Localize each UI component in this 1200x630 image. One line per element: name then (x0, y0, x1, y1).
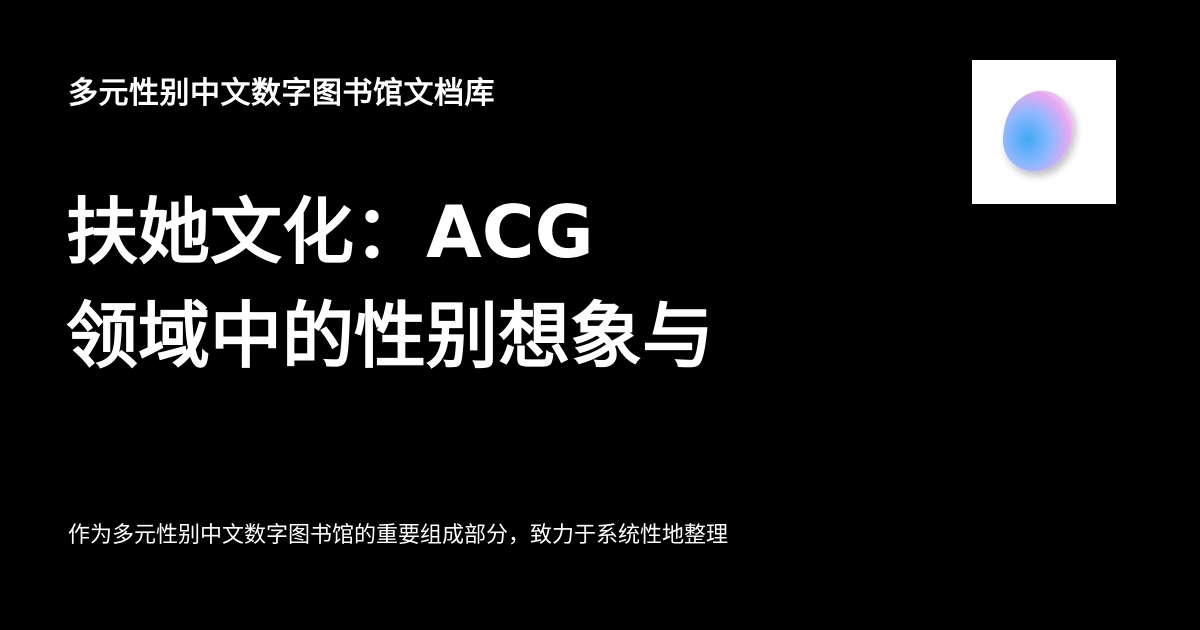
gradient-blob-icon (1002, 90, 1073, 171)
article-title-line: 领域中的性别想象与 (66, 294, 715, 378)
article-title: 扶她文化：ACG 领域中的性别想象与 (66, 180, 926, 388)
article-description: 作为多元性别中文数字图书馆的重要组成部分，致力于系统性地整理 (68, 523, 729, 548)
article-title-line: 扶她文化：ACG (66, 190, 594, 274)
site-name: 多元性别中文数字图书馆文档库 (68, 76, 495, 111)
site-logo (972, 60, 1116, 204)
